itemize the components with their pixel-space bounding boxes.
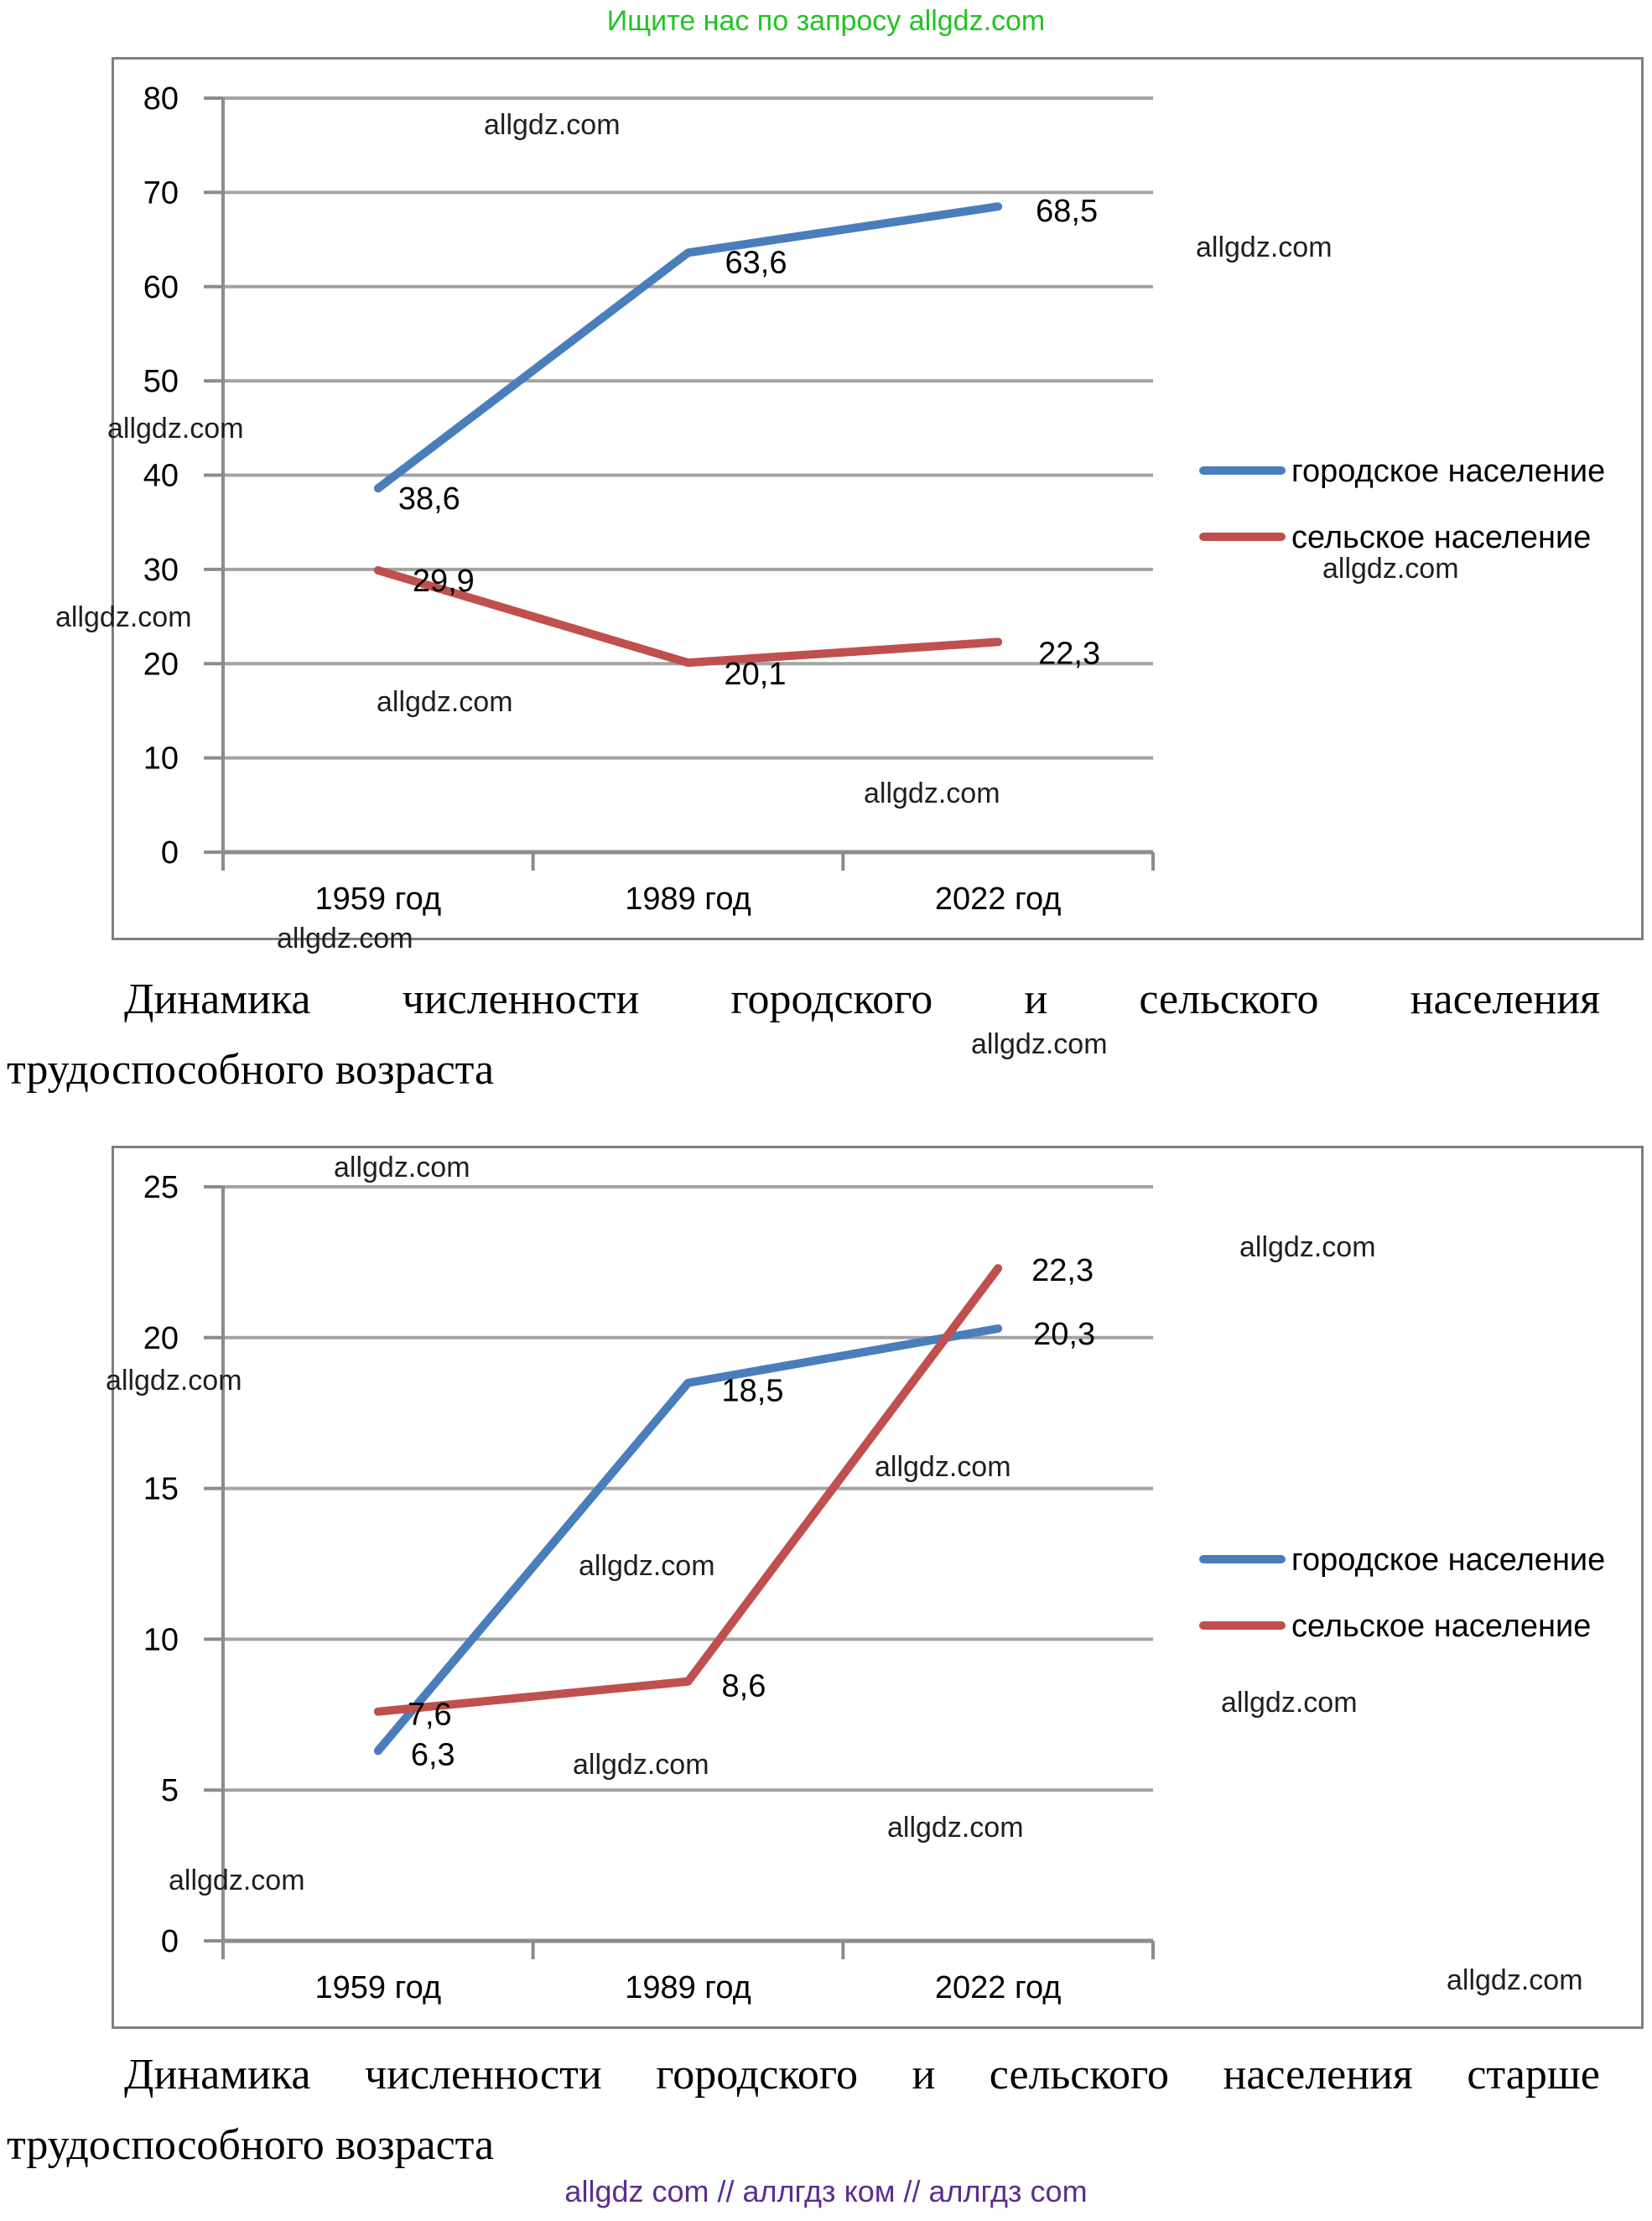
data-label: 20,3 [1033,1317,1095,1352]
watermark: allgdz.com [1196,231,1333,263]
watermark: allgdz.com [277,923,413,954]
data-label: 22,3 [1038,636,1100,671]
watermark: allgdz.com [377,686,513,718]
data-label: 38,6 [398,481,460,517]
watermark: allgdz.com [573,1749,709,1781]
watermark: allgdz.com [169,1865,305,1896]
y-axis-label: 0 [161,1924,179,1959]
watermark: allgdz.com [1447,1964,1583,1996]
caption-line: трудоспособного возраста [7,2121,495,2169]
watermark: allgdz.com [1239,1231,1376,1263]
y-axis-label: 80 [143,81,179,117]
x-axis-label: 2022 год [935,1970,1062,2005]
watermark: allgdz.com [1221,1687,1358,1719]
caption-line: трудоспособного возраста [7,1046,495,1094]
legend-label: сельское население [1291,520,1591,555]
y-axis-label: 25 [143,1170,179,1205]
watermark: allgdz.com [55,601,192,633]
watermark: allgdz.com [484,109,621,141]
caption-line: Динамика численности городского и сельск… [124,2051,1600,2099]
data-label: 7,6 [408,1698,452,1733]
chart-over-working-age: 0 5 10 15 20 25 1959 год 1989 год 2022 год 6,3 18,… [112,1146,1644,2029]
y-axis-label: 10 [143,1622,179,1657]
y-axis-label: 30 [143,553,179,588]
data-label: 63,6 [725,245,787,280]
series-rural-line [373,1264,1003,1716]
data-label: 20,1 [725,657,787,692]
site-header-text: Ищите нас по запросу allgdz.com [606,5,1046,37]
watermark: allgdz.com [579,1550,715,1582]
site-footer-text: allgdz com // аллгдз ком // аллгдз com [564,2174,1088,2208]
chart-1-caption: Динамика численности городского и сельск… [7,965,1600,1105]
y-axis-label: 60 [143,270,179,305]
watermark: allgdz.com [1322,553,1459,585]
chart-2-caption: Динамика численности городского и сельск… [7,2040,1600,2181]
y-axis-label: 20 [143,1321,179,1356]
watermark: allgdz.com [107,413,244,445]
series-rural-line [373,565,1003,668]
data-label: 8,6 [722,1669,766,1704]
y-axis-label: 15 [143,1472,179,1507]
y-axis-label: 50 [143,364,179,399]
data-label: 29,9 [413,564,475,599]
chart-working-age: 0 10 20 30 40 50 60 70 80 1959 год 1989 год 2022 го… [112,57,1644,940]
watermark: allgdz.com [106,1365,242,1397]
data-label: 68,5 [1036,194,1098,229]
legend-label: городское население [1291,454,1605,489]
x-axis-label: 1989 год [625,1970,751,2005]
y-axis-label: 40 [143,459,179,494]
x-axis-label: 1959 год [315,882,442,917]
series-urban-line [373,202,1003,493]
y-axis-label: 20 [143,647,179,682]
caption-line: Динамика численности городского и сельск… [124,975,1600,1023]
watermark: allgdz.com [971,1028,1108,1060]
x-axis-label: 1989 год [625,882,751,917]
watermark: allgdz.com [864,778,1000,809]
watermark: allgdz.com [887,1812,1024,1844]
series-urban-line [373,1324,1003,1755]
y-axis-label: 10 [143,741,179,777]
watermark: allgdz.com [334,1152,470,1183]
y-axis-label: 0 [161,835,179,871]
y-axis-label: 5 [161,1773,179,1808]
y-axis-label: 70 [143,175,179,211]
watermark: allgdz.com [875,1451,1011,1483]
legend-label: городское население [1291,1542,1605,1578]
legend-label: сельское население [1291,1609,1591,1644]
data-label: 18,5 [722,1374,784,1409]
x-axis-label: 2022 год [935,882,1062,917]
x-axis-label: 1959 год [315,1970,442,2005]
data-label: 6,3 [411,1737,455,1772]
data-label: 22,3 [1031,1253,1094,1288]
